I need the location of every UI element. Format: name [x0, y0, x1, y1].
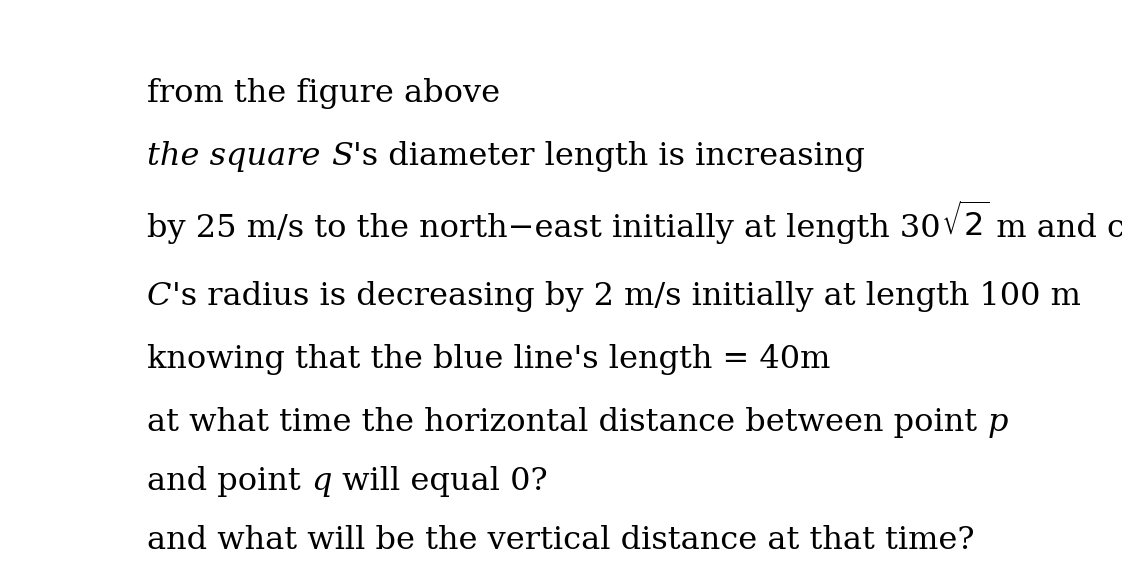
Text: the square: the square	[147, 141, 331, 172]
Text: C: C	[147, 281, 172, 312]
Text: at what time the horizontal distance between point: at what time the horizontal distance bet…	[147, 407, 987, 438]
Text: S: S	[331, 141, 352, 172]
Text: by 25 m/s to the north−east initially at length 30: by 25 m/s to the north−east initially at…	[147, 213, 941, 244]
Text: q: q	[311, 466, 332, 497]
Text: will equal 0?: will equal 0?	[332, 466, 548, 497]
Text: from the figure above: from the figure above	[147, 78, 500, 109]
Text: $\sqrt{2}$: $\sqrt{2}$	[941, 204, 990, 244]
Text: 's radius is decreasing by 2 m/s initially at length 100 m: 's radius is decreasing by 2 m/s initial…	[172, 281, 1080, 312]
Text: and point: and point	[147, 466, 311, 497]
Text: and what will be the vertical distance at that time?: and what will be the vertical distance a…	[147, 524, 975, 556]
Text: m and circle: m and circle	[990, 213, 1122, 244]
Text: knowing that the blue line's length = 40m: knowing that the blue line's length = 40…	[147, 344, 830, 375]
Text: 's diameter length is increasing: 's diameter length is increasing	[352, 141, 865, 172]
Text: p: p	[987, 407, 1008, 438]
